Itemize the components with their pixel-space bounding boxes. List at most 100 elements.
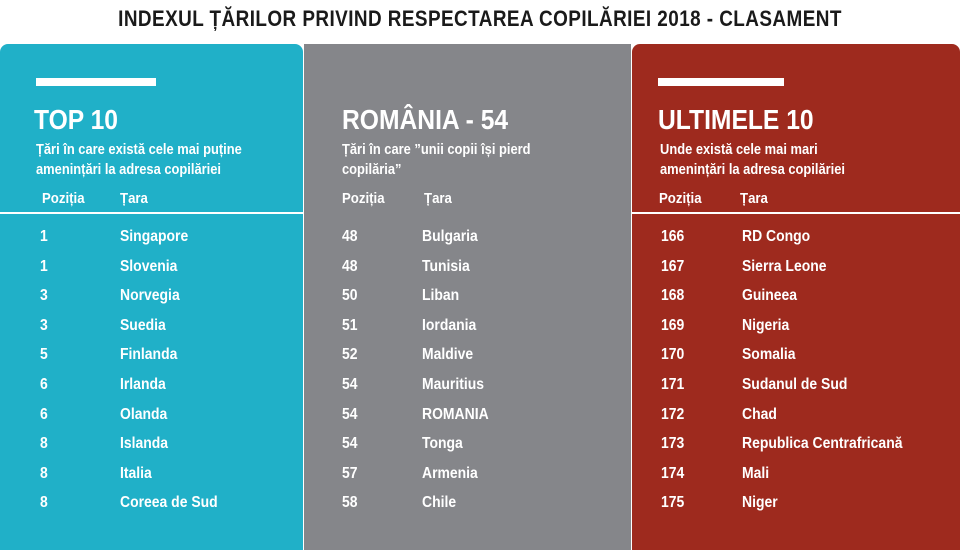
rank-position: 48 [342,257,358,275]
top10-panel: TOP 10 Țări în care există cele mai puți… [0,44,303,550]
country-name: Singapore [120,228,189,245]
table-row: 54 Tonga [304,435,631,464]
rank-position: 58 [342,494,358,512]
rank-position: 173 [661,435,685,453]
country-name: Guineea [742,287,798,305]
column-header-position: Poziția [659,190,702,207]
panel-subtitle: Unde există cele mai mari amenințări la … [660,140,845,180]
table-row: 8 Islanda [0,435,303,464]
rank-position: 169 [661,316,685,334]
header-divider [0,212,303,214]
header-divider [632,212,960,214]
table-row: 54 ROMANIA [304,406,631,435]
table-row: 167 Sierra Leone [632,258,960,287]
country-name: Somalia [742,346,796,364]
column-header-position: Poziția [42,190,85,207]
table-row: 1 Slovenia [0,258,303,287]
country-name: Mali [742,464,770,482]
table-row: 3 Suedia [0,317,303,346]
column-header-country: Țara [120,190,148,207]
rank-position: 170 [661,346,685,364]
country-name: Iordania [422,316,477,334]
subtitle-line: amenințări la adresa copilăriei [660,161,845,178]
country-name: Norvegia [120,287,180,305]
table-row: 6 Irlanda [0,376,303,405]
table-row: 5 Finlanda [0,346,303,375]
subtitle-line: Țări în care există cele mai puține [36,141,242,158]
rank-position: 8 [40,435,48,453]
table-row: 1 Singapore [0,228,303,257]
table-row: 48 Tunisia [304,258,631,287]
table-row: 58 Chile [304,494,631,523]
rank-position: 54 [342,376,358,393]
rank-position: 8 [40,464,48,482]
rank-position: 50 [342,287,358,305]
panel-heading: TOP 10 [34,104,119,135]
country-name: Niger [742,494,778,512]
country-name: Armenia [422,464,478,482]
rank-position: 168 [661,287,685,305]
rank-position: 174 [661,464,685,482]
country-name: Liban [422,287,460,305]
country-name: Mauritius [422,376,485,393]
page-title: INDEXUL ȚĂRILOR PRIVIND RESPECTAREA COPI… [118,6,842,31]
subtitle-line: Unde există cele mai mari [660,141,818,158]
country-name: Slovenia [120,257,178,275]
rank-position: 175 [661,494,685,512]
table-row: 174 Mali [632,465,960,494]
table-row: 48 Bulgaria [304,228,631,257]
table-row: 175 Niger [632,494,960,523]
table-row: 54 Mauritius [304,376,631,405]
table-row: 3 Norvegia [0,287,303,316]
rank-position: 166 [661,228,685,245]
table-row: 50 Liban [304,287,631,316]
column-header-position: Poziția [342,190,385,207]
rank-position: 3 [40,316,48,334]
country-name: Maldive [422,346,474,364]
rank-position: 5 [40,346,48,364]
rank-position: 172 [661,405,685,423]
romania-panel: ROMÂNIA - 54 Țări în care ”unii copii îș… [304,44,631,550]
country-name: Italia [120,464,152,482]
country-name: Sudanul de Sud [742,376,848,393]
country-name: Sierra Leone [742,257,827,275]
country-name: ROMANIA [422,405,489,423]
column-header-country: Țara [424,190,452,207]
column-header-country: Țara [740,190,768,207]
table-row: 170 Somalia [632,346,960,375]
table-row: 51 Iordania [304,317,631,346]
panel-heading: ULTIMELE 10 [658,104,814,135]
country-name: Nigeria [742,316,790,334]
table-row: 52 Maldive [304,346,631,375]
country-name: Tonga [422,435,463,453]
rank-position: 57 [342,464,358,482]
rank-position: 6 [40,376,48,393]
accent-bar [658,78,784,86]
country-name: Chile [422,494,457,512]
bottom10-panel: ULTIMELE 10 Unde există cele mai mari am… [632,44,960,550]
accent-bar [36,78,156,86]
rank-position: 171 [661,376,685,393]
panel-heading: ROMÂNIA - 54 [342,104,509,135]
rank-position: 8 [40,494,48,512]
country-name: Chad [742,405,777,423]
country-name: Coreea de Sud [120,494,218,512]
table-row: 57 Armenia [304,465,631,494]
table-row: 168 Guineea [632,287,960,316]
subtitle-line: Țări în care ”unii copii își pierd [342,141,531,158]
rank-position: 54 [342,405,358,423]
table-row: 172 Chad [632,406,960,435]
country-name: Islanda [120,435,169,453]
country-name: Irlanda [120,376,166,393]
table-row: 169 Nigeria [632,317,960,346]
country-name: RD Congo [742,228,811,245]
table-row: 6 Olanda [0,406,303,435]
subtitle-line: amenințări la adresa copilăriei [36,161,221,178]
country-name: Olanda [120,405,168,423]
country-name: Suedia [120,316,166,334]
rank-position: 52 [342,346,358,364]
rank-position: 1 [40,257,48,275]
rank-position: 54 [342,435,358,453]
rank-position: 167 [661,257,685,275]
rank-position: 1 [40,228,48,245]
